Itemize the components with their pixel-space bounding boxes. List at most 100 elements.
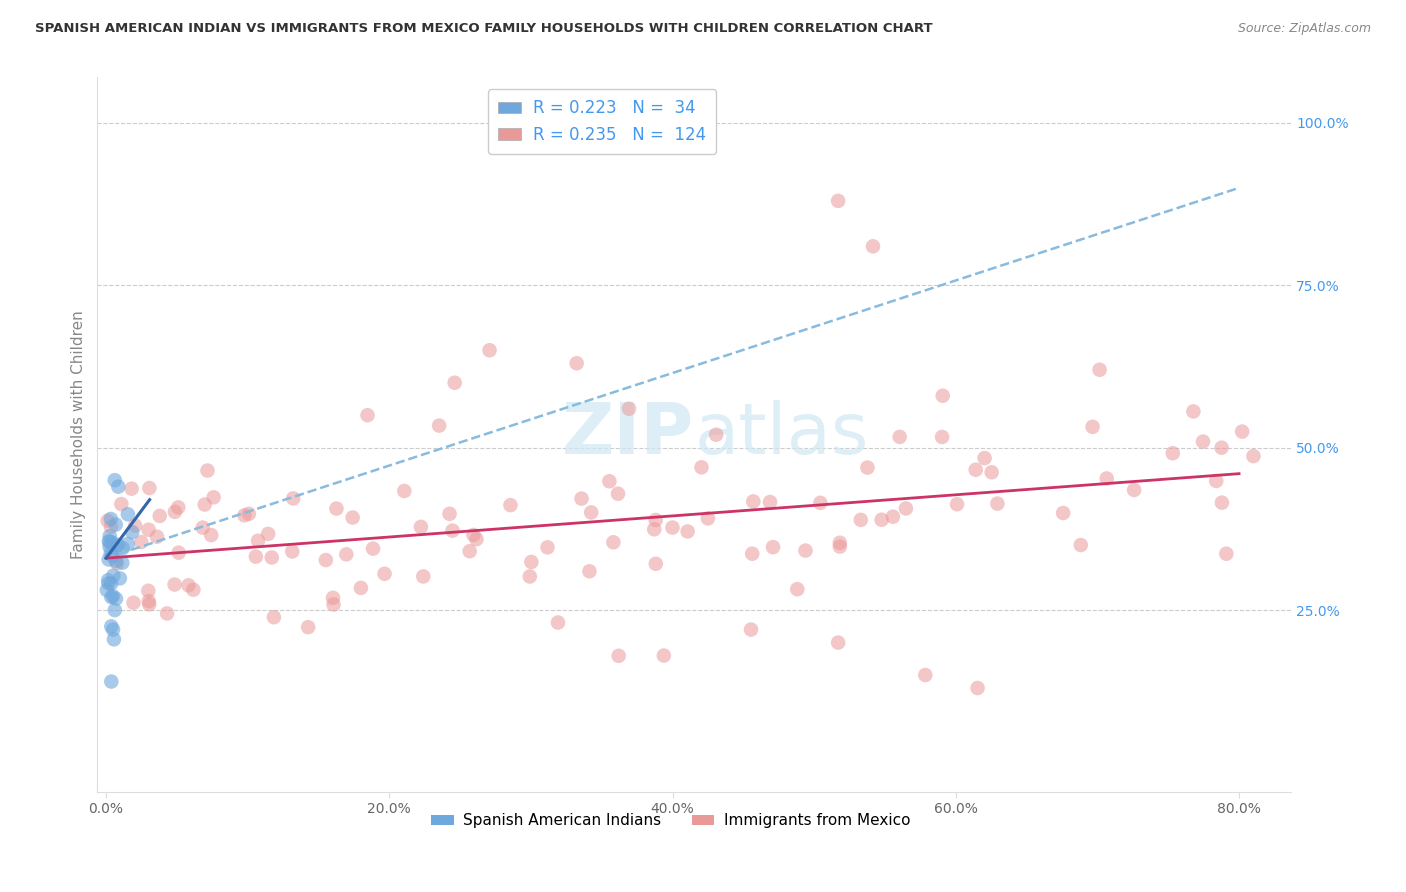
Point [117,508,139,522]
Point [607,486,630,500]
Point [578,564,600,578]
Point [676,524,699,539]
Point [690,460,713,475]
Point [110,497,132,511]
Point [1161,446,1184,460]
Point [103,632,125,647]
Point [163,577,186,591]
Point [104,541,127,555]
Point [100,520,122,534]
Point [1215,547,1237,561]
Point [98,540,121,554]
Point [697,511,720,525]
Point [1211,495,1233,509]
Point [759,495,782,509]
Point [97,534,120,549]
Point [191,520,214,534]
Point [100,619,122,633]
Point [104,591,127,606]
Point [117,537,139,551]
Point [520,555,543,569]
Point [571,491,593,506]
Text: ZIP: ZIP [562,401,695,469]
Point [980,465,1002,479]
Point [104,603,127,617]
Point [100,512,122,526]
Point [325,501,347,516]
Point [97,514,120,528]
Text: Source: ZipAtlas.com: Source: ZipAtlas.com [1237,22,1371,36]
Point [138,481,160,495]
Point [121,525,143,540]
Point [98,534,121,549]
Point [828,540,851,554]
Point [111,541,134,556]
Point [740,623,762,637]
Point [136,583,159,598]
Point [458,544,481,558]
Point [652,648,675,663]
Point [111,556,134,570]
Point [794,543,817,558]
Point [914,668,936,682]
Point [742,494,765,508]
Point [322,591,344,605]
Point [356,408,378,422]
Point [786,582,808,597]
Point [808,496,831,510]
Text: SPANISH AMERICAN INDIAN VS IMMIGRANTS FROM MEXICO FAMILY HOUSEHOLDS WITH CHILDRE: SPANISH AMERICAN INDIAN VS IMMIGRANTS FR… [35,22,932,36]
Point [104,554,127,568]
Point [828,535,851,549]
Point [856,460,879,475]
Point [149,508,172,523]
Point [108,571,131,585]
Point [1241,449,1264,463]
Point [1088,363,1111,377]
Point [617,401,640,416]
Point [263,610,285,624]
Point [932,389,955,403]
Point [350,581,373,595]
Point [965,463,987,477]
Point [827,635,849,649]
Point [297,620,319,634]
Point [465,532,488,546]
Point [138,594,160,608]
Point [98,529,121,543]
Point [96,583,118,598]
Point [104,517,127,532]
Point [281,544,304,558]
Point [643,522,665,536]
Point [1070,538,1092,552]
Text: atlas: atlas [695,401,869,469]
Point [247,533,270,548]
Point [100,590,122,604]
Point [124,518,146,533]
Point [1205,474,1227,488]
Point [565,356,588,370]
Legend: Spanish American Indians, Immigrants from Mexico: Spanish American Indians, Immigrants fro… [425,807,917,834]
Point [443,376,465,390]
Point [441,524,464,538]
Point [245,549,267,564]
Point [973,451,995,466]
Point [194,498,217,512]
Point [101,623,124,637]
Point [394,483,416,498]
Point [1095,471,1118,485]
Point [335,547,357,561]
Point [105,556,128,570]
Point [238,507,260,521]
Point [439,507,461,521]
Point [167,546,190,560]
Point [536,541,558,555]
Point [97,576,120,591]
Point [602,535,624,549]
Point [1052,506,1074,520]
Point [138,523,160,537]
Point [283,491,305,506]
Point [607,648,630,663]
Point [97,552,120,566]
Point [146,530,169,544]
Point [233,508,256,523]
